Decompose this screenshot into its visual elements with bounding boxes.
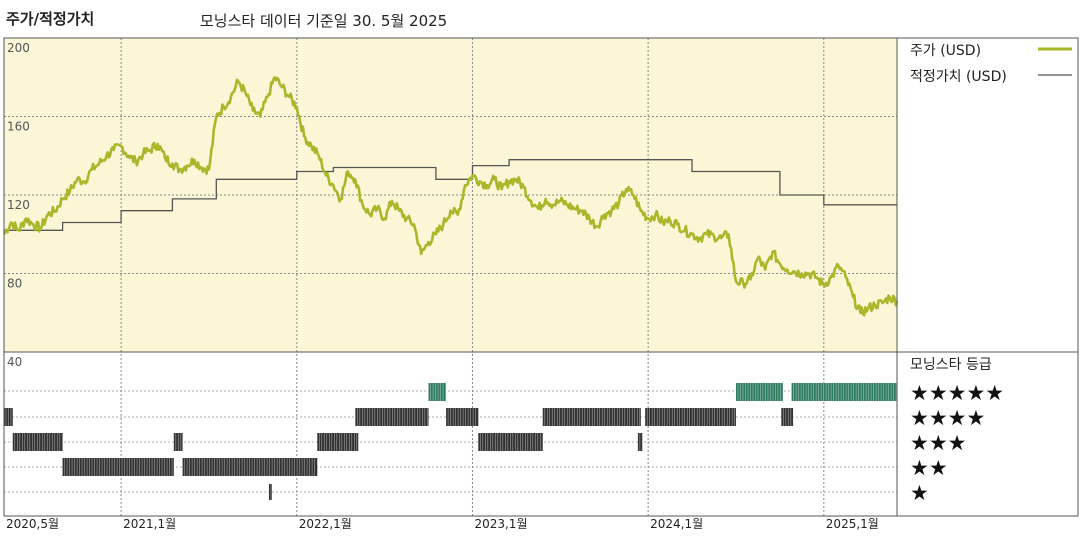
rating-star-label: ★★★★ [910,406,985,430]
x-axis-ticks: 2020,5월 2021,1월 2022,1월 2023,1월 2024,1월 2025,… [6,517,879,531]
rating-bars [4,383,897,500]
x-tick-label: 2024,1월 [650,517,703,531]
chart-title: 주가/적정가치 [6,10,95,28]
rating-segment-fill [182,458,318,476]
rating-segment-fill [317,433,359,451]
rating-segment-fill [781,408,794,426]
fair-value-line [4,159,897,231]
rating-segment-2-star [62,458,174,476]
x-tick-label: 2020,5월 [6,517,59,531]
x-tick-label: 2023,1월 [474,517,527,531]
x-tick-label: 2025,1월 [826,517,879,531]
legend-price-label: 주가 (USD) [910,43,981,59]
chart-header: 주가/적정가치 모닝스타 데이터 기준일 30. 5월 2025 [0,0,1080,38]
y-tick-label: 80 [7,277,22,291]
rating-segment-3-star [12,433,63,451]
legend: 주가 (USD) 적정가치 (USD) 모닝스타 등급 [910,43,1072,373]
rating-legend-title: 모닝스타 등급 [910,357,992,373]
rating-segment-4-star [355,408,429,426]
rating-segment-3-star [317,433,359,451]
series-lines [2,76,899,317]
rating-segment-2-star [182,458,318,476]
y-tick-label: 200 [7,41,30,55]
rating-segment-4-star [542,408,641,426]
x-tick-label: 2021,1월 [123,517,176,531]
y-tick-label: 120 [7,198,30,212]
rating-segment-3-star [478,433,543,451]
rating-star-label: ★★ [910,456,948,480]
rating-star-labels: ★★★★★★★★★★★★★★★ [910,381,1004,505]
rating-segment-5-star [428,383,447,401]
chart-frame [3,37,1079,517]
legend-fair-value-label: 적정가치 (USD) [910,69,1007,85]
x-tick-label: 2022,1월 [299,517,352,531]
outer-border [3,37,1079,517]
rating-segment-fill [268,484,272,500]
rating-segment-5-star [735,383,783,401]
rating-segment-4-star [781,408,794,426]
rating-segment-fill [355,408,429,426]
rating-star-label: ★ [910,481,929,505]
rating-star-label: ★★★ [910,431,966,455]
rating-segment-5-star [791,383,897,401]
rating-segment-4-star [645,408,736,426]
rating-star-label: ★★★★★ [910,381,1004,405]
y-tick-label: 40 [7,355,22,369]
price-line [2,76,899,317]
y-axis-ticks: 200 160 120 80 40 [7,41,30,369]
rating-segment-3-star [637,433,643,451]
rating-segment-4-star [4,408,13,426]
rating-segment-fill [446,408,479,426]
rating-segment-fill [12,433,63,451]
rating-segment-fill [428,383,447,401]
rating-segment-1-star [268,484,272,500]
rating-segment-3-star [173,433,183,451]
rating-segment-fill [62,458,174,476]
rating-segment-4-star [446,408,479,426]
data-date-label: 모닝스타 데이터 기준일 30. 5월 2025 [200,12,448,30]
y-tick-label: 160 [7,120,30,134]
rating-segment-fill [791,383,897,401]
rating-segment-fill [645,408,736,426]
